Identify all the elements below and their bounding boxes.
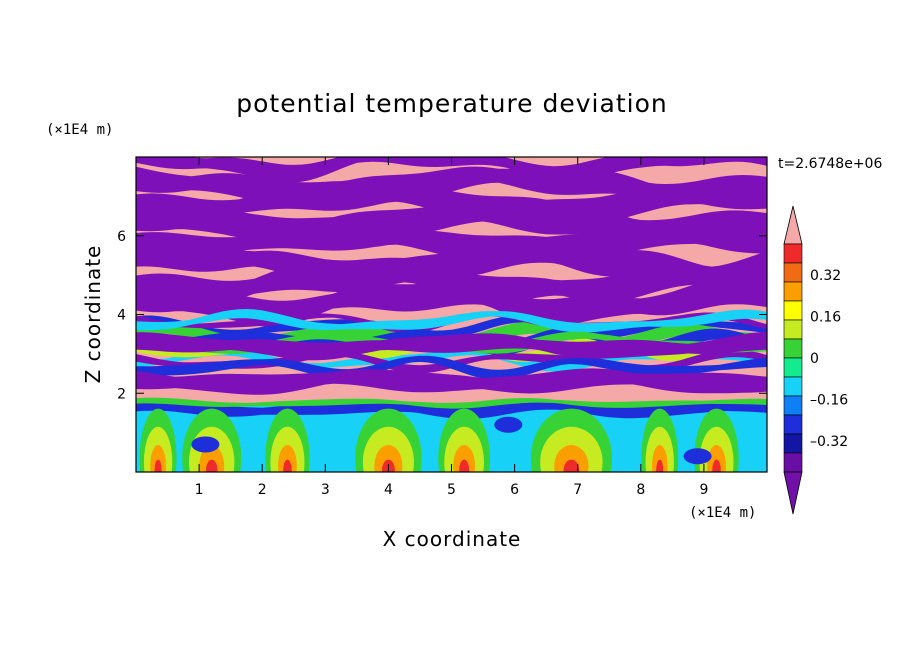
x-tick-label: 1 — [195, 482, 204, 498]
colorbar-segment — [783, 357, 803, 378]
colorbar-tick-label: 0.16 — [810, 310, 841, 326]
plume-core — [278, 444, 297, 472]
colorbar-tick-label: –0.32 — [810, 434, 848, 450]
colorbar-under-triangle — [783, 471, 803, 515]
colorbar-tick-labels: 0.32 0.16 0 –0.16 –0.32 — [810, 268, 848, 450]
colorbar-over-triangle — [783, 205, 803, 245]
x-tick-label: 4 — [384, 482, 393, 498]
colorbar-tick-label: 0.32 — [810, 268, 841, 284]
colorbar-tick-label: 0 — [810, 351, 819, 367]
plume-peak — [206, 459, 218, 472]
x-tick-label: 6 — [510, 482, 519, 498]
x-axis-ticks: 1 2 3 4 5 6 7 8 9 — [195, 157, 708, 498]
x-tick-label: 7 — [573, 482, 582, 498]
plume-peak — [712, 459, 721, 472]
colorbar-segment — [783, 395, 803, 416]
y-tick-label: 2 — [117, 386, 126, 402]
x-axis-unit: (×1E4 m) — [689, 505, 756, 521]
plume-core — [150, 444, 166, 472]
colorbar-segment — [783, 262, 803, 283]
purple-band — [136, 183, 767, 222]
x-axis-label: X coordinate — [383, 527, 522, 551]
x-tick-label: 5 — [447, 482, 456, 498]
boundary-top-band — [136, 397, 767, 409]
plume-core — [651, 444, 668, 472]
chart-title: potential temperature deviation — [236, 89, 667, 118]
purple-band — [136, 277, 767, 327]
y-tick-label: 6 — [117, 229, 126, 245]
cold-eddy — [494, 416, 523, 433]
colorbar-segment — [783, 414, 803, 435]
plume-core — [453, 444, 476, 472]
mid-band — [136, 331, 767, 354]
y-axis-unit: (×1E4 m) — [46, 122, 113, 138]
purple-band — [136, 331, 767, 361]
x-tick-label: 2 — [258, 482, 267, 498]
plume-peak — [459, 459, 470, 472]
time-label: t=2.6748e+06 — [778, 156, 882, 172]
contour-field — [136, 157, 767, 472]
contour-plot-area — [136, 157, 767, 472]
colorbar-segment — [783, 433, 803, 454]
y-axis-label: Z coordinate — [81, 245, 105, 384]
plume-peak — [656, 459, 664, 472]
colorbar-segment — [783, 376, 803, 397]
colorbar-segment — [783, 338, 803, 359]
purple-band — [136, 368, 767, 395]
mid-band — [136, 309, 767, 333]
plume-core — [554, 444, 589, 472]
colorbar-segment — [783, 319, 803, 340]
x-tick-label: 8 — [636, 482, 645, 498]
colorbar-segment — [783, 452, 803, 473]
mid-band — [136, 315, 767, 339]
colorbar-tick-label: –0.16 — [810, 392, 848, 408]
x-tick-label: 9 — [699, 482, 708, 498]
y-tick-label: 4 — [117, 308, 126, 324]
plume-core — [707, 444, 726, 472]
plume-core — [374, 444, 403, 472]
purple-band — [136, 157, 767, 183]
cold-eddy — [683, 448, 712, 465]
colorbar-segment — [783, 281, 803, 302]
cold-eddy — [191, 436, 220, 453]
plume-peak — [154, 459, 162, 472]
mid-band — [136, 355, 767, 380]
plume-peak — [283, 459, 292, 472]
plume-peak — [563, 459, 580, 472]
x-tick-label: 3 — [321, 482, 330, 498]
colorbar — [783, 205, 803, 515]
colorbar-segment — [783, 243, 803, 264]
y-axis-ticks: 2 4 6 — [117, 229, 767, 402]
colorbar-segment — [783, 300, 803, 321]
